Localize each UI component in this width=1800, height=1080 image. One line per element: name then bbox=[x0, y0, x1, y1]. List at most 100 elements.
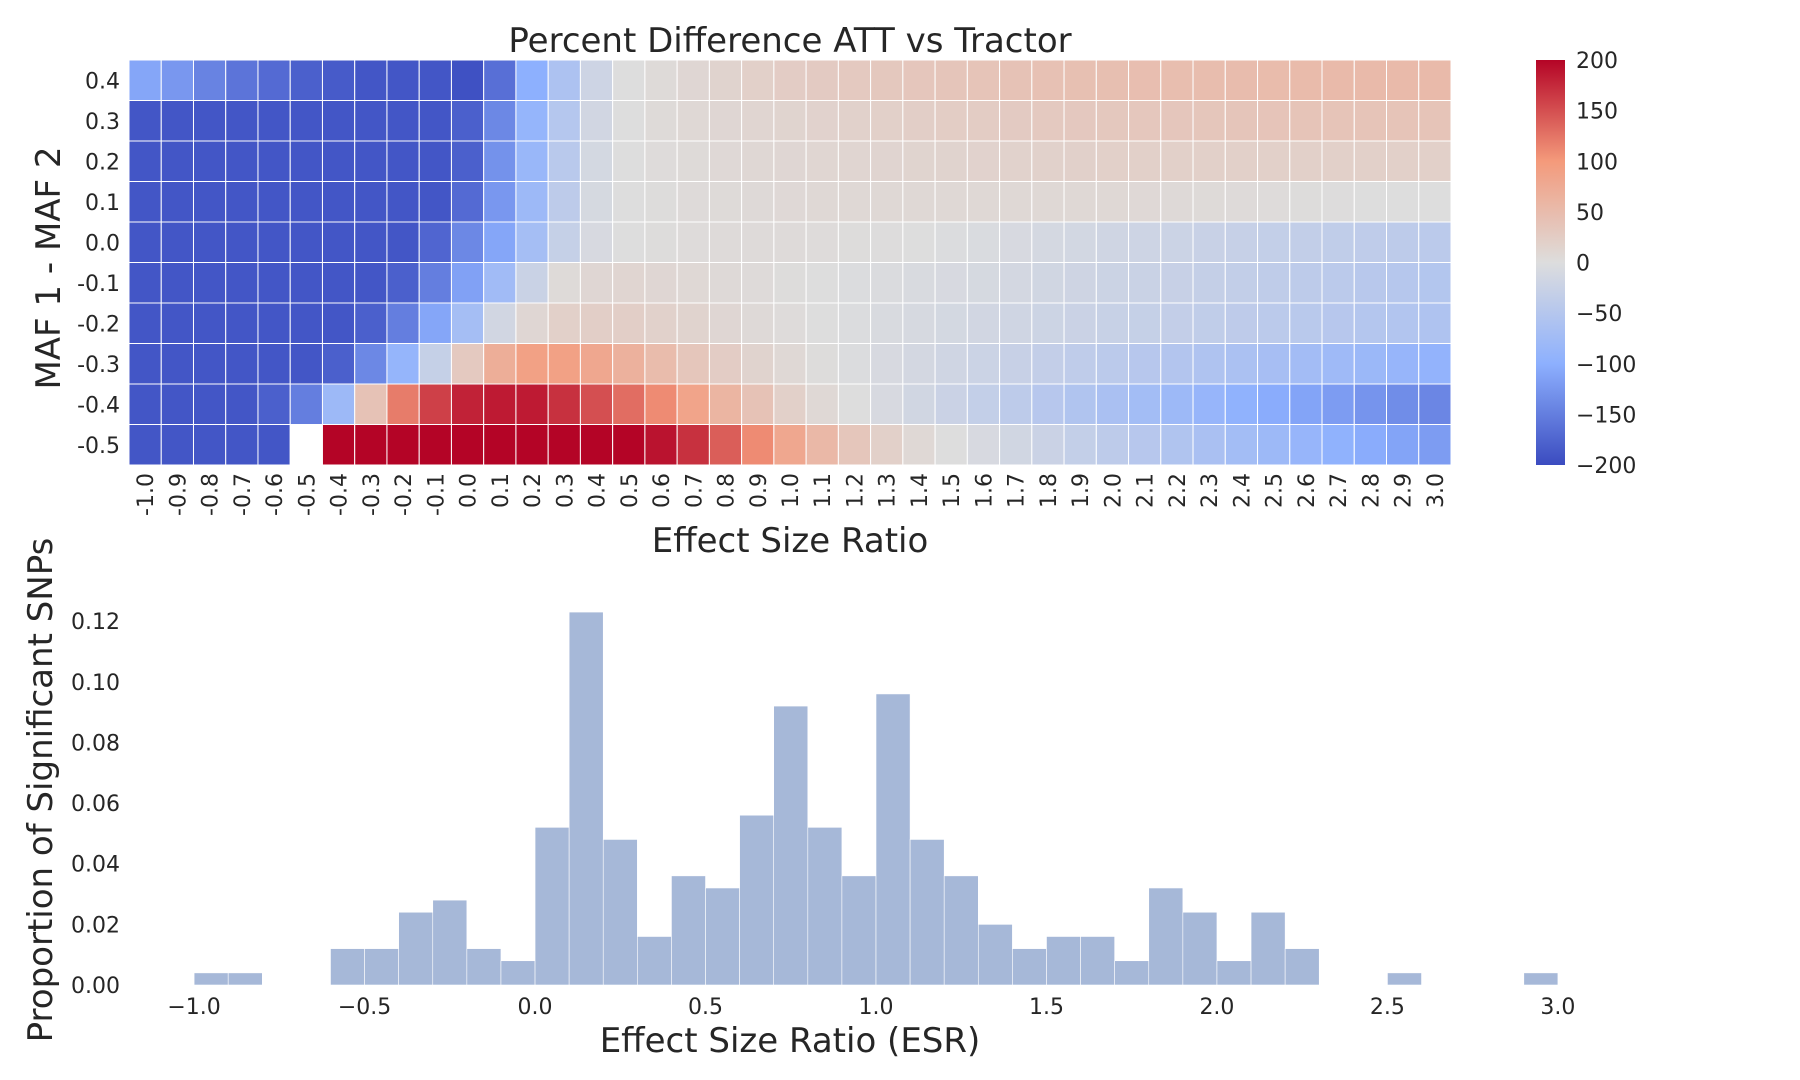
histogram-bar bbox=[227, 972, 263, 986]
heatmap-cell bbox=[1160, 424, 1194, 466]
heatmap-y-tick-label: 0.2 bbox=[85, 150, 120, 175]
histogram-bar bbox=[637, 936, 672, 986]
heatmap-cell bbox=[870, 343, 904, 385]
histogram-bar bbox=[1148, 887, 1184, 986]
heatmap-cell bbox=[999, 221, 1033, 263]
heatmap-cell bbox=[1418, 100, 1452, 142]
heatmap-x-tick-label: 3.0 bbox=[1424, 473, 1449, 508]
heatmap-cell bbox=[1224, 302, 1259, 344]
heatmap-cell bbox=[515, 59, 549, 101]
heatmap-cell bbox=[741, 343, 775, 385]
heatmap-cell bbox=[1031, 424, 1065, 466]
heatmap-cell bbox=[966, 100, 1001, 142]
heatmap-cell bbox=[483, 221, 517, 263]
histogram-x-tick-label: 0.5 bbox=[688, 995, 723, 1020]
heatmap-cell bbox=[837, 302, 872, 344]
heatmap-cell bbox=[418, 262, 452, 304]
heatmap-cell bbox=[547, 100, 581, 142]
heatmap-cell bbox=[192, 383, 227, 425]
heatmap-cell bbox=[160, 221, 194, 263]
heatmap-cell bbox=[644, 140, 678, 182]
heatmap-cell bbox=[354, 221, 388, 263]
histogram-y-tick-label: 0.04 bbox=[71, 853, 120, 878]
heatmap-cell bbox=[1353, 181, 1388, 223]
histogram-bar bbox=[568, 611, 604, 986]
heatmap-cell bbox=[192, 140, 227, 182]
heatmap-cell bbox=[321, 302, 356, 344]
histogram-bar bbox=[875, 693, 911, 986]
heatmap-cell bbox=[450, 221, 485, 263]
heatmap-x-tick-label: 0.2 bbox=[521, 473, 546, 508]
heatmap-cell bbox=[354, 424, 388, 466]
heatmap-cell bbox=[450, 100, 485, 142]
histogram-x-tick-label: 1.5 bbox=[1029, 995, 1064, 1020]
histogram-bar bbox=[977, 924, 1013, 986]
heatmap-x-tick-label: 1.4 bbox=[908, 473, 933, 508]
heatmap-y-tick-label: -0.5 bbox=[77, 434, 120, 459]
heatmap-cell bbox=[1160, 59, 1194, 101]
histogram-bar bbox=[1387, 972, 1422, 986]
heatmap-cell bbox=[805, 302, 839, 344]
heatmap-cell bbox=[1192, 302, 1226, 344]
heatmap-cell bbox=[483, 424, 517, 466]
heatmap-cell bbox=[999, 383, 1033, 425]
heatmap-cell bbox=[676, 59, 710, 101]
heatmap-cell bbox=[1418, 221, 1452, 263]
heatmap-cell bbox=[354, 100, 388, 142]
heatmap-cell bbox=[612, 343, 646, 385]
heatmap-cell bbox=[1257, 343, 1291, 385]
heatmap-cell bbox=[1160, 181, 1194, 223]
heatmap-cell bbox=[1063, 100, 1097, 142]
heatmap-cell bbox=[773, 424, 807, 466]
histogram-x-tick-label: −0.5 bbox=[338, 995, 391, 1020]
heatmap-cell bbox=[676, 262, 710, 304]
heatmap-x-tick-label: -1.0 bbox=[134, 473, 159, 516]
heatmap-cell bbox=[1289, 59, 1323, 101]
heatmap-cell bbox=[1353, 424, 1388, 466]
heatmap-y-tick-label: -0.4 bbox=[77, 393, 120, 418]
heatmap-cell bbox=[902, 181, 936, 223]
heatmap-cell bbox=[1031, 221, 1065, 263]
heatmap-cell bbox=[902, 383, 936, 425]
colorbar-tick-label: −150 bbox=[1576, 403, 1636, 428]
histogram-panel: −1.0 −0.5 0.0 0.5 1.0 1.5 2.0 2.5 3.0 0.000.020.… bbox=[21, 538, 1575, 1061]
heatmap-cell bbox=[354, 262, 388, 304]
heatmap-cell bbox=[160, 424, 194, 466]
heatmap-cell bbox=[225, 383, 259, 425]
heatmap-cell bbox=[741, 100, 775, 142]
heatmap-x-tick-label: -0.1 bbox=[424, 473, 449, 516]
heatmap-cell bbox=[612, 140, 646, 182]
heatmap-cell bbox=[354, 302, 388, 344]
heatmap-cell bbox=[676, 343, 710, 385]
heatmap-cell bbox=[354, 383, 388, 425]
heatmap-cell bbox=[450, 59, 485, 101]
heatmap-cell bbox=[450, 181, 485, 223]
histogram-y-ticks: 0.00 0.02 0.04 0.06 0.08 0.10 0.12 bbox=[71, 610, 120, 999]
heatmap-cell bbox=[1063, 383, 1097, 425]
heatmap-cell bbox=[1192, 424, 1226, 466]
heatmap-cell bbox=[741, 383, 775, 425]
heatmap-cell bbox=[676, 100, 710, 142]
heatmap-cell bbox=[579, 262, 614, 304]
heatmap-x-tick-label: 0.3 bbox=[553, 473, 578, 508]
heatmap-x-tick-label: -0.9 bbox=[166, 473, 191, 516]
heatmap-cell bbox=[966, 140, 1001, 182]
heatmap-cell bbox=[483, 343, 517, 385]
heatmap-cell bbox=[870, 262, 904, 304]
heatmap-cell bbox=[1321, 181, 1355, 223]
heatmap-cell bbox=[128, 383, 162, 425]
heatmap-cell bbox=[225, 424, 259, 466]
heatmap-x-tick-label: 0.6 bbox=[650, 473, 675, 508]
heatmap-cell bbox=[128, 262, 162, 304]
heatmap-cell bbox=[386, 100, 420, 142]
heatmap-cell bbox=[837, 221, 872, 263]
heatmap-cell bbox=[1289, 262, 1323, 304]
histogram-bar bbox=[807, 827, 843, 986]
heatmap-cell bbox=[1192, 221, 1226, 263]
heatmap-cell bbox=[1289, 181, 1323, 223]
heatmap-cell bbox=[1063, 343, 1097, 385]
heatmap-x-tick-label: -0.2 bbox=[392, 473, 417, 516]
heatmap-cell bbox=[547, 343, 581, 385]
histogram-y-axis-label: Proportion of Significant SNPs bbox=[21, 538, 61, 1043]
heatmap-cell bbox=[805, 383, 839, 425]
